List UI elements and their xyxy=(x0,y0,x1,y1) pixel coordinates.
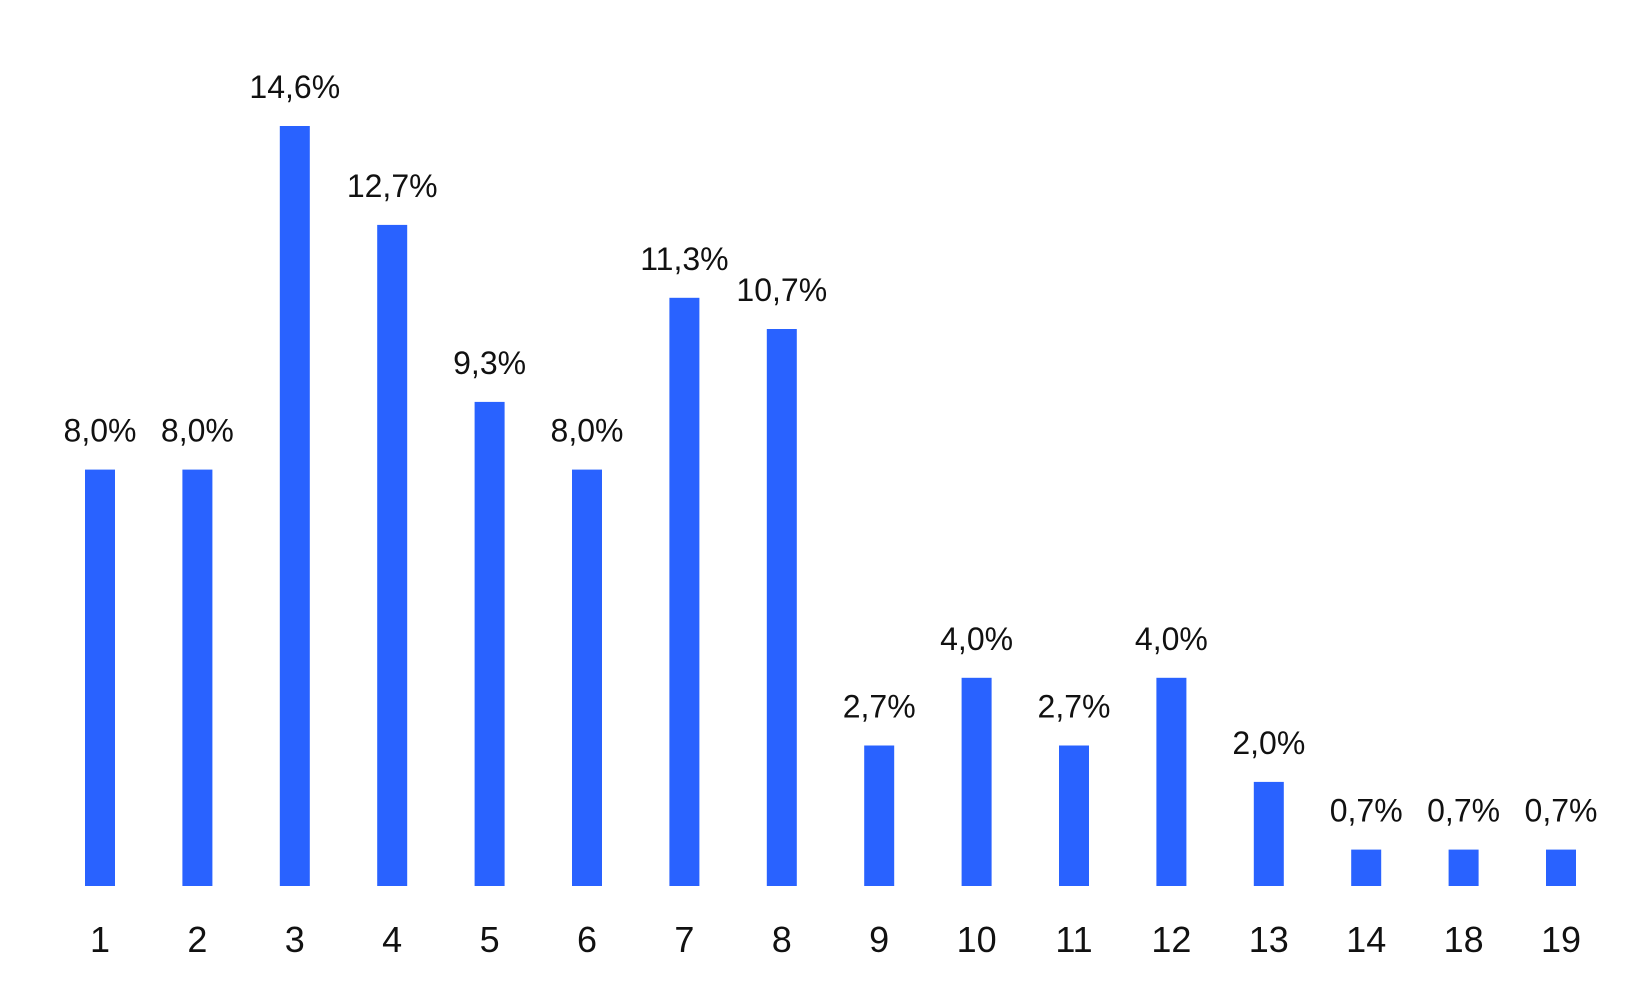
value-label-6: 8,0% xyxy=(551,413,624,449)
bar-13 xyxy=(1253,781,1284,886)
bar-11 xyxy=(1059,745,1089,886)
x-tick-label-6: 6 xyxy=(577,919,597,960)
x-tick-label-2: 2 xyxy=(187,919,207,960)
x-tick-label-10: 10 xyxy=(957,919,997,960)
value-label-2: 8,0% xyxy=(161,413,234,449)
x-tick-label-1: 1 xyxy=(90,919,110,960)
bar-4 xyxy=(377,224,408,886)
bar-18 xyxy=(1448,849,1479,886)
value-label-1: 8,0% xyxy=(64,413,137,449)
value-label-18: 0,7% xyxy=(1427,793,1500,829)
bar-3 xyxy=(279,126,310,886)
value-label-4: 12,7% xyxy=(347,168,438,204)
value-label-5: 9,3% xyxy=(453,345,526,381)
bar-19 xyxy=(1546,849,1576,886)
x-tick-label-5: 5 xyxy=(480,919,500,960)
x-tick-labels: 1 2 3 4 5 6 7 8 9 10 11 12 13 14 18 19 xyxy=(90,919,1581,960)
x-tick-label-4: 4 xyxy=(382,919,402,960)
x-tick-label-7: 7 xyxy=(674,919,694,960)
value-label-10: 4,0% xyxy=(940,621,1013,657)
bar-9 xyxy=(864,745,895,886)
bar-10 xyxy=(961,677,992,886)
bar-2 xyxy=(182,469,213,886)
value-label-9: 2,7% xyxy=(843,689,916,725)
bar-12 xyxy=(1156,677,1187,886)
x-tick-label-18: 18 xyxy=(1444,919,1484,960)
value-label-14: 0,7% xyxy=(1330,793,1403,829)
bar-14 xyxy=(1351,849,1382,886)
bar-1 xyxy=(85,469,115,886)
bars-layer xyxy=(85,126,1576,886)
bar-7 xyxy=(669,297,700,886)
x-tick-label-14: 14 xyxy=(1346,919,1386,960)
x-tick-label-11: 11 xyxy=(1055,919,1092,960)
value-label-11: 2,7% xyxy=(1038,689,1111,725)
x-tick-label-13: 13 xyxy=(1249,919,1289,960)
value-label-8: 10,7% xyxy=(736,272,827,308)
value-label-12: 4,0% xyxy=(1135,621,1208,657)
x-tick-label-3: 3 xyxy=(285,919,305,960)
value-label-3: 14,6% xyxy=(249,69,340,105)
bar-8 xyxy=(766,329,797,886)
x-tick-label-9: 9 xyxy=(869,919,889,960)
value-label-19: 0,7% xyxy=(1525,793,1598,829)
value-label-7: 11,3% xyxy=(640,241,728,277)
value-labels-layer: 8,0% 8,0% 14,6% 12,7% 9,3% 8,0% 11,3%10,7% 2,7%… xyxy=(64,69,1598,829)
x-tick-label-8: 8 xyxy=(772,919,792,960)
x-tick-label-19: 19 xyxy=(1541,919,1581,960)
bar-6 xyxy=(572,469,602,886)
value-label-13: 2,0% xyxy=(1232,725,1305,761)
x-tick-label-12: 12 xyxy=(1151,919,1191,960)
bar-5 xyxy=(474,401,505,886)
